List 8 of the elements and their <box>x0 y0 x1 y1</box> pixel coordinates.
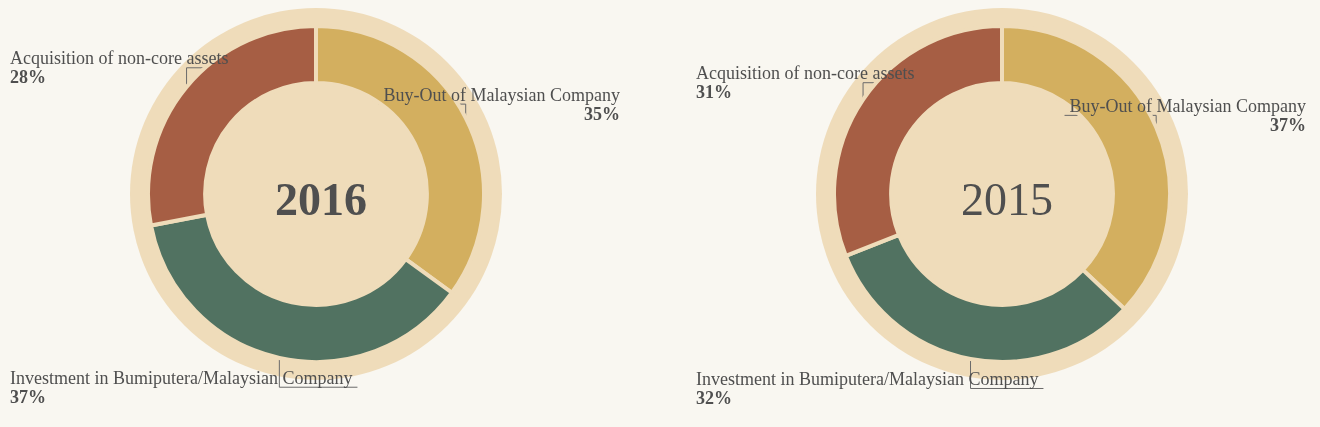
data-label: 31% <box>696 82 732 103</box>
data-label: 28% <box>10 67 46 88</box>
data-label: 37% <box>10 386 46 407</box>
slice-label: Investment in Bumiputera/Malaysian Company <box>10 367 353 388</box>
data-label: 32% <box>696 387 732 408</box>
text: 2016 <box>275 173 367 225</box>
text: 2015 <box>961 173 1053 225</box>
slice-label: Buy-Out of Malaysian Company <box>383 84 620 105</box>
